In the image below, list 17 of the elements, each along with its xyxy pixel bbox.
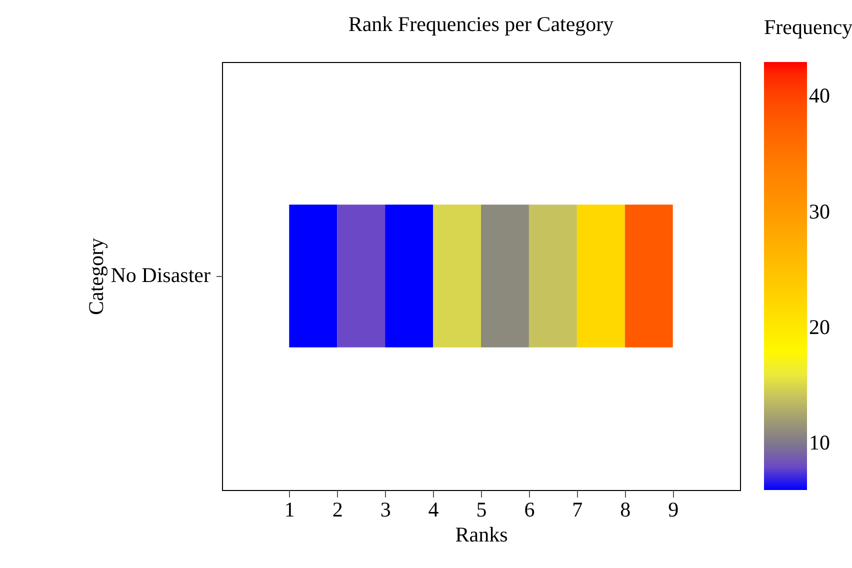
chart-title: Rank Frequencies per Category (348, 12, 614, 36)
x-tick-label: 3 (380, 498, 391, 522)
x-tick-label: 8 (620, 498, 631, 522)
x-tick-label: 5 (476, 498, 487, 522)
x-axis-title: Ranks (455, 522, 508, 546)
x-tick-label: 4 (428, 498, 440, 522)
x-tick-label: 1 (284, 498, 295, 522)
x-tick-label: 9 (668, 498, 679, 522)
color-bar-label: 30 (809, 199, 830, 224)
y-axis-title: Category (84, 238, 108, 315)
x-tick-label: 2 (332, 498, 343, 522)
color-bar-label: 10 (809, 430, 830, 455)
y-tick-label: No Disaster (110, 263, 210, 287)
x-tick-label: 6 (524, 498, 535, 522)
color-bar-label: 20 (809, 315, 830, 340)
x-tick-label: 7 (572, 498, 583, 522)
color-bar-label: 40 (809, 84, 830, 108)
